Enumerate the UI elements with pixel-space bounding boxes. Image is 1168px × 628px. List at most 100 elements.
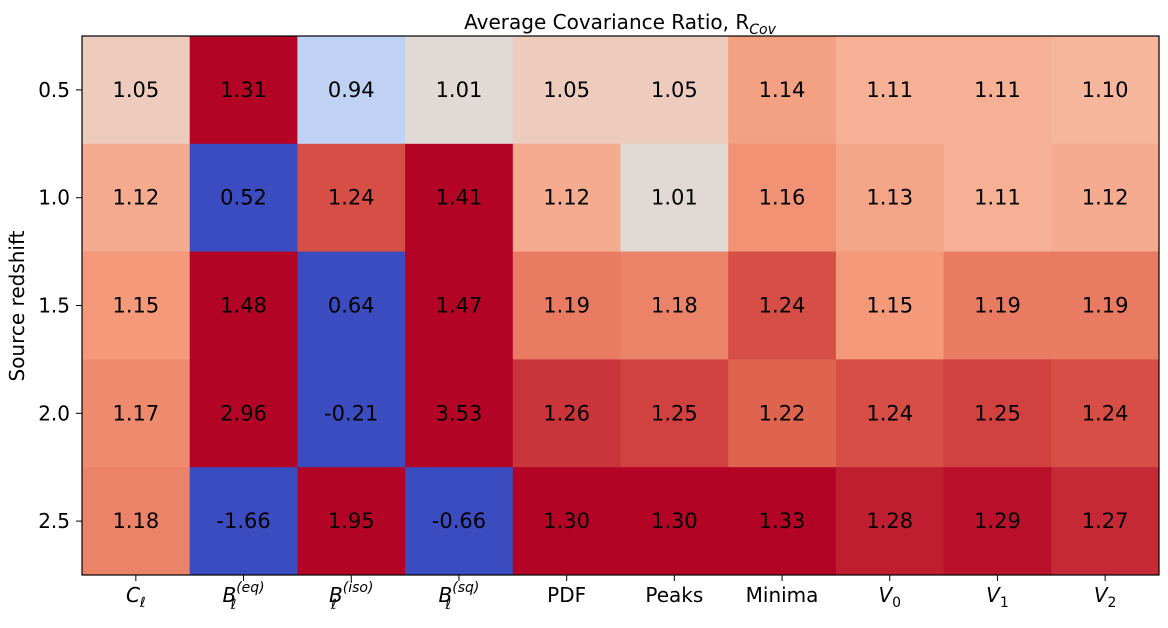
heatmap-cell — [835, 251, 945, 360]
heatmap-cell — [297, 143, 406, 253]
heatmap-cells — [82, 36, 1160, 576]
cell-value-label: 1.05 — [651, 78, 698, 102]
heatmap-cell — [405, 36, 514, 145]
cell-value-label: 1.18 — [651, 294, 698, 318]
cell-value-label: 1.33 — [759, 509, 806, 533]
heatmap-cell — [512, 36, 621, 145]
cell-value-label: 1.15 — [866, 294, 913, 318]
cell-value-label: 1.30 — [651, 509, 698, 533]
cell-value-label: 0.52 — [220, 186, 267, 210]
heatmap-cell — [405, 359, 514, 468]
heatmap-cell — [512, 467, 621, 576]
chart-title-main: Average Covariance Ratio, R — [464, 10, 749, 34]
heatmap-cell — [620, 251, 729, 360]
cell-value-label: 1.25 — [651, 401, 698, 425]
heatmap-cell — [620, 36, 729, 145]
y-axis-ticks: 0.5 1.0 1.5 2.0 2.5 — [38, 78, 82, 533]
heatmap-cell — [728, 143, 837, 253]
heatmap-cell — [835, 143, 945, 253]
cell-value-label: 1.27 — [1082, 509, 1129, 533]
cell-value-label: 1.95 — [328, 509, 375, 533]
heatmap-cell — [189, 143, 298, 253]
x-tick-label: Minima — [746, 583, 819, 607]
cell-value-label: 1.19 — [543, 294, 590, 318]
cell-value-label: 1.19 — [974, 294, 1021, 318]
cell-value-label: 1.12 — [112, 186, 159, 210]
cell-value-label: 1.15 — [112, 294, 159, 318]
heatmap-cell — [943, 251, 1052, 360]
heatmap-cell — [82, 36, 191, 145]
heatmap-cell — [1051, 143, 1160, 253]
heatmap-cell — [405, 143, 514, 253]
heatmap-cell — [297, 251, 406, 360]
cell-value-label: -1.66 — [216, 509, 270, 533]
heatmap-cell — [297, 36, 406, 145]
cell-value-label: 0.94 — [328, 78, 375, 102]
cell-value-label: 1.11 — [974, 186, 1021, 210]
x-tick-label: B(sq) ℓ — [439, 580, 480, 613]
cell-value-label: 1.19 — [1082, 294, 1129, 318]
heatmap-cell — [297, 467, 406, 576]
heatmap-cell — [943, 143, 1052, 253]
heatmap-cell — [189, 36, 298, 145]
cell-value-label: 1.01 — [436, 78, 483, 102]
x-tick-label: V1 — [986, 583, 1009, 611]
x-tick-label: V2 — [1094, 583, 1117, 611]
cell-value-label: 1.30 — [543, 509, 590, 533]
cell-value-label: 1.41 — [436, 186, 483, 210]
cell-value-label: 2.96 — [220, 401, 267, 425]
y-axis-label: Source redshift — [5, 230, 29, 381]
heatmap-cell — [512, 143, 621, 253]
cell-value-label: 1.13 — [866, 186, 913, 210]
heatmap-cell — [189, 467, 298, 576]
heatmap-cell-labels: 1.05 1.31 0.94 1.01 1.05 1.05 1.14 1.11 1.11 1.10… — [112, 78, 1128, 533]
x-axis-ticks: Cℓ B(eq) ℓ B(iso) ℓ B(sq) ℓ PDF Peaks Minima V0 V1 V… — [126, 575, 1116, 613]
chart-title-subscript: Cov — [749, 22, 776, 38]
heatmap-cell — [512, 359, 621, 468]
cell-value-label: 1.28 — [866, 509, 913, 533]
cell-value-label: 1.12 — [543, 186, 590, 210]
heatmap-cell — [512, 251, 621, 360]
cell-value-label: 1.10 — [1082, 78, 1129, 102]
heatmap-cell — [943, 36, 1052, 145]
cell-value-label: 1.26 — [543, 401, 590, 425]
cell-value-label: 1.12 — [1082, 186, 1129, 210]
heatmap-cell — [835, 467, 945, 576]
cell-value-label: 1.24 — [866, 401, 913, 425]
heatmap-cell — [1051, 359, 1160, 468]
cell-value-label: 1.14 — [759, 78, 806, 102]
cell-value-label: 1.18 — [112, 509, 159, 533]
cell-value-label: 1.17 — [112, 401, 159, 425]
heatmap-cell — [82, 359, 191, 468]
cell-value-label: 0.64 — [328, 294, 375, 318]
cell-value-label: 1.01 — [651, 186, 698, 210]
cell-value-label: 1.29 — [974, 509, 1021, 533]
cell-value-label: 1.24 — [1082, 401, 1129, 425]
heatmap-cell — [1051, 251, 1160, 360]
x-tick-label: Cℓ — [126, 583, 146, 611]
cell-value-label: 1.47 — [436, 294, 483, 318]
cell-value-label: 1.24 — [759, 294, 806, 318]
heatmap-cell — [82, 143, 191, 253]
heatmap-cell — [189, 359, 298, 468]
cell-value-label: 1.05 — [112, 78, 159, 102]
heatmap-cell — [620, 359, 729, 468]
x-tick-label: B(eq) ℓ — [222, 580, 264, 613]
heatmap-cell — [1051, 36, 1160, 145]
cell-value-label: 1.31 — [220, 78, 267, 102]
cell-value-label: 1.11 — [974, 78, 1021, 102]
heatmap-cell — [728, 359, 837, 468]
x-tick-label: PDF — [547, 583, 586, 607]
heatmap-cell — [405, 251, 514, 360]
cell-value-label: 1.24 — [328, 186, 375, 210]
y-tick-label: 2.0 — [38, 401, 70, 425]
x-tick-label: V0 — [878, 583, 901, 611]
cell-value-label: 1.22 — [759, 401, 806, 425]
heatmap-cell — [82, 251, 191, 360]
y-tick-label: 1.0 — [38, 186, 70, 210]
cell-value-label: 1.25 — [974, 401, 1021, 425]
cell-value-label: -0.66 — [432, 509, 486, 533]
heatmap-cell — [728, 251, 837, 360]
heatmap-cell — [620, 467, 729, 576]
